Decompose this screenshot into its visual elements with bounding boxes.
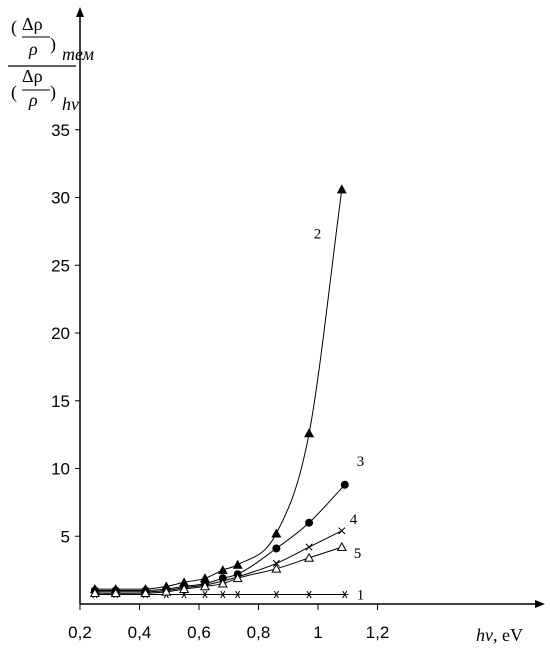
series-markers-5: [89, 541, 347, 598]
series-label-2: 2: [314, 226, 322, 242]
x-tick-label: 0,8: [247, 623, 271, 642]
y-tick-label: 25: [51, 256, 70, 275]
series-curves: [94, 189, 346, 595]
paren-right-top: ): [50, 34, 56, 55]
asterisk-marker: [305, 590, 313, 599]
x-tick-label: 0,4: [128, 623, 152, 642]
y-tick-label: 30: [51, 189, 70, 208]
y-label-sub-bottom: hν: [62, 94, 79, 114]
paren-left-top: (: [11, 17, 17, 38]
cross-marker: [338, 527, 346, 535]
filled-triangle-marker: [271, 528, 282, 538]
series-line-2: [94, 189, 343, 590]
series-markers-3: [90, 480, 349, 595]
asterisk-marker: [272, 590, 280, 599]
paren-left-bottom: (: [11, 82, 17, 103]
y-label-den-bottom: ρ: [28, 90, 38, 110]
x-tick-label: 1,2: [366, 623, 390, 642]
y-tick-label: 10: [51, 460, 70, 479]
x-tick-label: 0,2: [68, 623, 92, 642]
x-tick-label: 0,6: [187, 623, 211, 642]
series-label-3: 3: [357, 454, 365, 470]
open-triangle-marker: [179, 583, 190, 593]
open-triangle-marker: [89, 587, 100, 598]
open-triangle-marker: [110, 587, 121, 598]
y-label-sub-top: тем: [62, 44, 95, 64]
series-label-1: 1: [357, 588, 365, 604]
series-line-3: [94, 484, 346, 591]
y-tick-label: 20: [51, 324, 70, 343]
filled-circle-marker: [272, 544, 281, 553]
x-ticks: 0,2 0,4 0,6 0,8 1 1,2: [68, 604, 389, 642]
x-tick-label: 1: [313, 623, 322, 642]
y-tick-label: 5: [61, 527, 70, 546]
x-axis-label-symbol: hν: [476, 625, 493, 645]
series-label-5: 5: [354, 546, 362, 562]
filled-triangle-marker: [232, 559, 243, 569]
series-label-4: 4: [350, 512, 358, 528]
open-triangle-marker: [336, 541, 347, 551]
filled-triangle-marker: [199, 573, 210, 583]
open-triangle-marker: [232, 573, 243, 583]
asterisk-marker: [234, 590, 242, 599]
y-ticks: 5 10 15 20 25 30 35: [51, 121, 80, 546]
asterisk-marker: [219, 590, 227, 599]
series-line-5: [94, 546, 342, 594]
open-triangle-marker: [161, 586, 172, 596]
asterisk-marker: [201, 590, 209, 599]
filled-circle-marker: [305, 518, 314, 527]
open-triangle-marker: [271, 563, 282, 573]
filled-circle-marker: [218, 574, 227, 583]
x-axis-label-unit: , eV: [493, 625, 523, 645]
series-labels: 1 2 3 4 5: [314, 226, 364, 603]
filled-triangle-marker: [336, 184, 347, 194]
filled-triangle-marker: [217, 565, 228, 575]
x-axis-label: hν, eV: [476, 625, 523, 645]
y-label-num-bottom: Δρ: [22, 66, 43, 86]
open-triangle-marker: [140, 587, 151, 598]
series-markers-2: [89, 184, 347, 594]
open-triangle-marker: [199, 581, 210, 591]
filled-triangle-marker: [304, 428, 315, 438]
y-axis-label: ( Δρ ρ ) тем ( Δρ ρ ) hν: [8, 14, 95, 114]
paren-right-bottom: ): [50, 82, 56, 103]
y-tick-label: 15: [51, 392, 70, 411]
filled-circle-marker: [340, 480, 349, 489]
open-triangle-marker: [217, 578, 228, 588]
y-label-den-top: ρ: [28, 39, 38, 59]
asterisk-marker: [341, 590, 349, 599]
cross-marker: [305, 543, 313, 551]
y-label-num-top: Δρ: [22, 14, 43, 34]
y-tick-label: 35: [51, 121, 70, 140]
cross-marker: [272, 559, 280, 567]
open-triangle-marker: [304, 552, 315, 562]
series-markers: [89, 184, 349, 599]
